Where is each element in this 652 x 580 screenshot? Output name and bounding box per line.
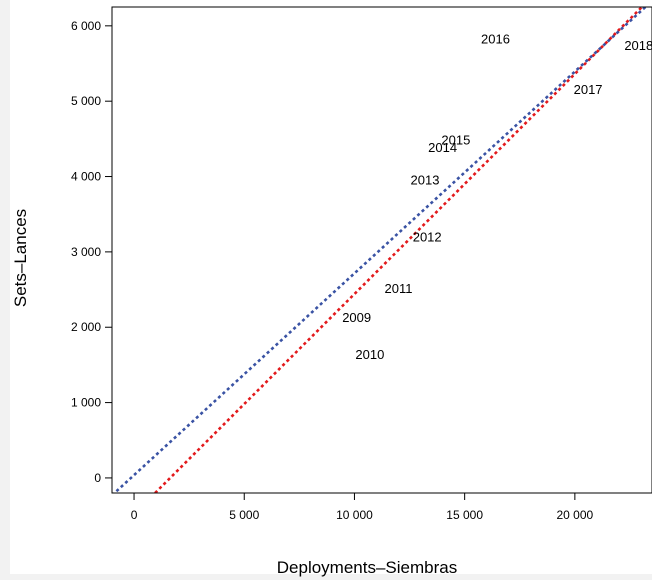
x-tick-label: 10 000 — [336, 508, 373, 522]
x-tick-label: 20 000 — [557, 508, 594, 522]
point-label-2009: 2009 — [342, 310, 371, 325]
bottom-margin-band — [0, 574, 652, 580]
x-tick-label: 0 — [131, 508, 138, 522]
y-tick-label: 3 000 — [71, 245, 101, 259]
y-tick-label: 0 — [94, 471, 101, 485]
point-label-2016: 2016 — [481, 31, 510, 46]
x-axis-title: Deployments–Siembras — [277, 558, 457, 577]
x-axis: 0 5 000 10 000 15 000 20 000 — [131, 493, 594, 522]
point-label-2011: 2011 — [385, 281, 413, 296]
point-label-2012: 2012 — [413, 230, 442, 245]
point-label-2014: 2014 — [428, 140, 457, 155]
x-tick-label: 15 000 — [446, 508, 483, 522]
plot-frame — [111, 6, 652, 494]
y-axis: 0 1 000 2 000 3 000 4 000 5 000 6 000 — [71, 19, 112, 485]
point-label-2010: 2010 — [355, 347, 384, 362]
y-tick-label: 6 000 — [71, 19, 101, 33]
y-tick-label: 1 000 — [71, 396, 101, 410]
point-label-2013: 2013 — [411, 172, 440, 187]
left-margin-band — [0, 0, 10, 580]
y-axis-title: Sets–Lances — [11, 209, 30, 307]
point-label-2017: 2017 — [574, 82, 603, 97]
point-label-2018: 2018 — [624, 38, 652, 53]
x-tick-label: 5 000 — [229, 508, 259, 522]
fit-line-1 — [154, 7, 643, 493]
fit-line-2 — [112, 7, 647, 493]
y-tick-label: 4 000 — [71, 170, 101, 184]
fit-lines — [112, 7, 647, 493]
y-tick-label: 2 000 — [71, 320, 101, 334]
y-tick-label: 5 000 — [71, 94, 101, 108]
point-label-2015: 2015 — [441, 132, 470, 147]
